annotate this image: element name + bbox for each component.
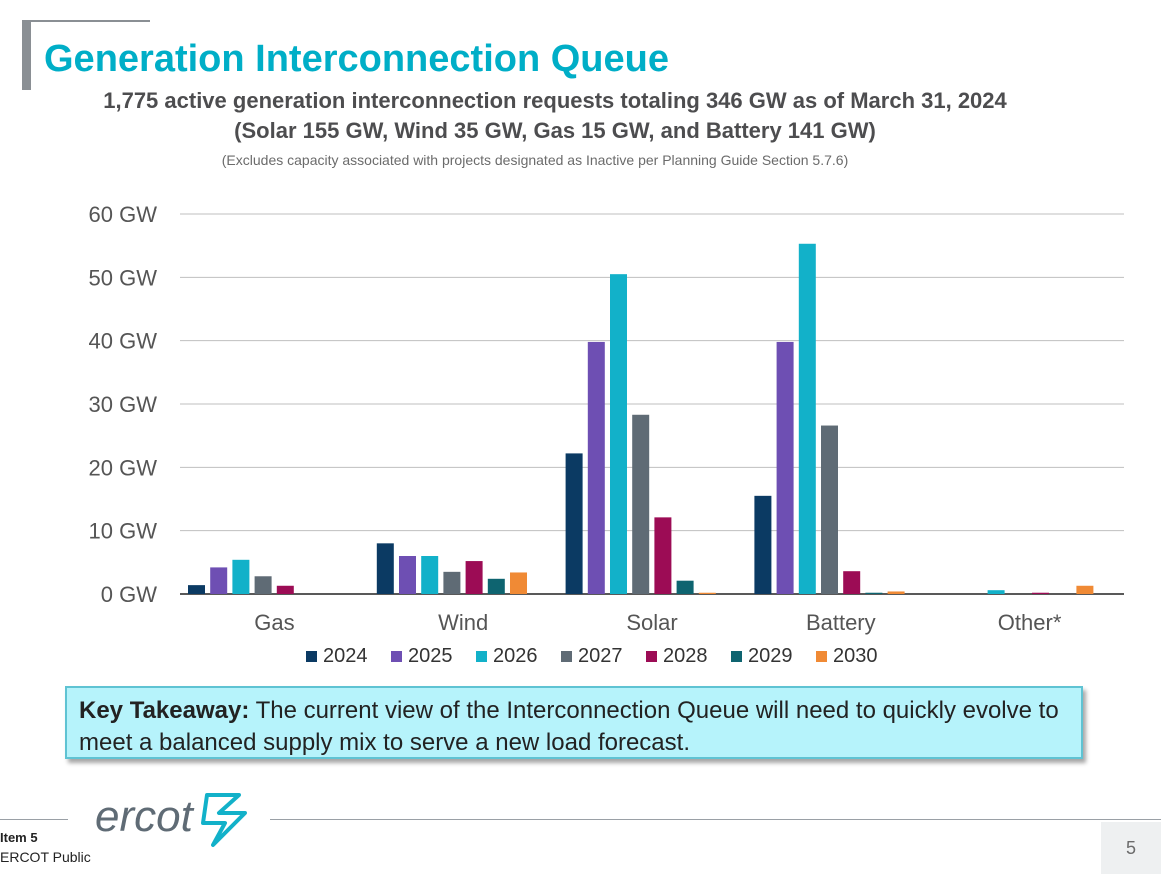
bar-gas-2028 (276, 585, 294, 594)
bar-wind-2028 (465, 561, 483, 594)
ercot-logo: ercot (95, 792, 247, 847)
bar-battery-2025 (776, 341, 794, 594)
legend-label-2024: 2024 (323, 645, 368, 667)
bar-solar-2028 (654, 517, 672, 594)
exclusion-note: (Excludes capacity associated with proje… (221, 152, 849, 168)
x-tick-label: Gas (254, 610, 294, 635)
footer-divider-right (270, 819, 1161, 820)
legend-label-2027: 2027 (578, 645, 623, 667)
bar-other-2030 (1076, 585, 1094, 594)
y-tick-label: 10 GW (89, 519, 158, 544)
legend-swatch-2029 (731, 651, 742, 662)
bar-gas-2025 (210, 567, 228, 594)
bar-battery-2027 (821, 425, 838, 594)
bar-solar-2024 (565, 453, 583, 594)
bar-wind-2026 (421, 556, 439, 594)
bar-wind-2029 (487, 578, 505, 594)
subtitle-line-2: (Solar 155 GW, Wind 35 GW, Gas 15 GW, an… (234, 118, 876, 143)
legend-swatch-2027 (561, 651, 572, 662)
key-takeaway-label: Key Takeaway: (79, 697, 250, 724)
item-label: Item 5 (0, 830, 38, 845)
bar-solar-2029 (676, 580, 694, 594)
legend-swatch-2024 (306, 651, 317, 662)
y-tick-label: 60 GW (89, 202, 158, 227)
bar-battery-2024 (754, 495, 772, 594)
bar-gas-2027 (254, 576, 272, 594)
x-tick-label: Battery (806, 610, 876, 635)
bar-battery-2026 (798, 243, 816, 594)
bar-wind-2030 (510, 572, 527, 594)
lightning-bolt-icon (201, 793, 247, 847)
legend-swatch-2026 (476, 651, 487, 662)
bar-battery-2029 (865, 592, 883, 594)
key-takeaway-box: Key Takeaway: The current view of the In… (65, 686, 1083, 759)
page-subtitle: 1,775 active generation interconnection … (0, 86, 1110, 146)
bar-battery-2030 (887, 591, 905, 594)
legend-swatch-2028 (646, 651, 657, 662)
legend-label-2029: 2029 (748, 645, 793, 667)
logo-wordmark: ercot (95, 792, 195, 841)
x-tick-label: Solar (626, 610, 677, 635)
legend-swatch-2030 (816, 651, 827, 662)
bar-wind-2024 (376, 543, 394, 594)
key-takeaway-text: The current view of the Interconnection … (79, 697, 1059, 756)
legend-label-2025: 2025 (408, 645, 453, 667)
page-number: 5 (1101, 822, 1161, 874)
y-tick-label: 50 GW (89, 265, 158, 290)
legend-label-2028: 2028 (663, 645, 708, 667)
legend-label-2026: 2026 (493, 645, 538, 667)
bar-solar-2025 (587, 341, 605, 594)
y-tick-label: 20 GW (89, 455, 158, 480)
page-title: Generation Interconnection Queue (44, 38, 669, 80)
x-tick-label: Wind (438, 610, 488, 635)
title-accent-bar (22, 20, 31, 90)
bar-solar-2026 (610, 274, 627, 594)
bar-gas-2026 (232, 559, 250, 594)
y-tick-label: 40 GW (89, 329, 158, 354)
bar-other-2028 (1032, 592, 1049, 594)
y-tick-label: 0 GW (101, 582, 157, 607)
bar-wind-2027 (443, 571, 461, 594)
bar-solar-2030 (698, 592, 716, 594)
footer-divider-left (0, 819, 68, 820)
subtitle-line-1: 1,775 active generation interconnection … (103, 88, 1007, 113)
classification-label: ERCOT Public (0, 849, 91, 865)
bar-chart: 0 GW 10 GW 20 GW 30 GW 40 GW 50 GW 60 GW Gas Win… (89, 202, 1124, 667)
bar-other-2026 (987, 590, 1005, 594)
bar-gas-2024 (188, 585, 205, 594)
y-tick-label: 30 GW (89, 392, 158, 417)
legend-swatch-2025 (391, 651, 402, 662)
bar-solar-2027 (632, 414, 650, 594)
x-tick-label: Other* (998, 610, 1062, 635)
bar-battery-2028 (843, 571, 861, 594)
bar-wind-2025 (399, 556, 416, 594)
title-accent-line (22, 20, 150, 22)
legend-label-2030: 2030 (833, 645, 878, 667)
